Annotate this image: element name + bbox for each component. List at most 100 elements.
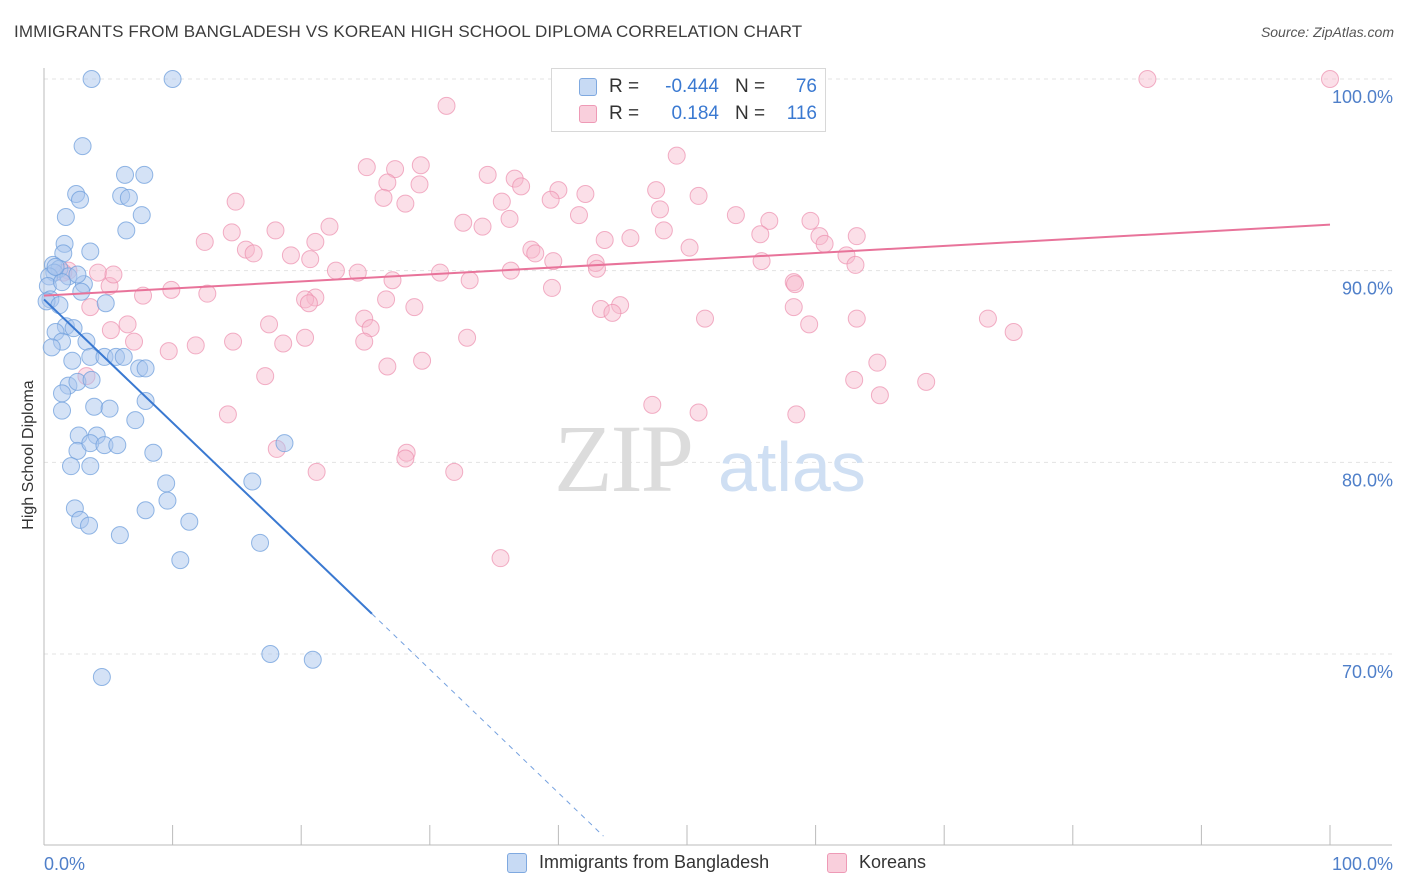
koreans-point [689,186,708,205]
axes [43,68,1392,846]
bangladesh-point [53,273,72,292]
koreans-point [198,284,217,303]
koreans-point [260,315,279,334]
bangladesh-point [136,392,155,410]
koreans-point [603,303,622,322]
koreans-point [654,221,673,240]
watermark-zip: ZIP [554,405,692,512]
source-label: Source: ZipAtlas.com [1260,24,1394,40]
koreans-point [760,211,779,230]
bangladesh-point [108,436,127,455]
tick-labels: 70.0% 80.0% 90.0% 100.0% 0.0% 100.0% [44,87,1393,874]
bangladesh-points [37,70,322,686]
koreans-point [815,234,834,253]
legend-n-label: N = [735,76,766,97]
koreans-point [460,271,479,290]
x-tick-label: 0.0% [44,854,85,874]
koreans-point [89,263,108,282]
bangladesh-point [53,384,72,403]
koreans-point [491,549,510,568]
koreans-point [458,328,477,347]
koreans-point [437,96,456,115]
bangladesh-point [136,501,155,520]
bangladesh-point [132,206,151,225]
koreans-point [847,227,866,246]
koreans-point [549,181,568,200]
koreans-point [411,156,430,175]
legend-item-label: Koreans [859,852,927,872]
koreans-point [650,200,669,219]
koreans-point [505,169,524,188]
koreans-point [218,405,237,424]
koreans-point [847,309,866,328]
legend-item-bangladesh[interactable]: Immigrants from Bangladesh [507,852,769,873]
bangladesh-point [68,265,87,284]
koreans-point [405,298,424,317]
koreans-point [410,175,429,194]
koreans-point [667,146,686,165]
koreans-point [299,294,318,313]
koreans-point [845,370,864,389]
y-tick-label: 80.0% [1342,470,1393,490]
koreans-point [224,332,243,351]
y-tick-label: 100.0% [1332,87,1393,107]
bangladesh-point [100,399,119,418]
bangladesh-trend-line [43,298,373,615]
koreans-point [586,254,605,272]
grid-lines [44,78,1392,655]
series-legend: Immigrants from Bangladesh Koreans [0,852,1406,878]
bangladesh-point [136,359,155,378]
koreans-point [244,244,263,263]
koreans-point [784,298,803,317]
koreans-point [917,372,936,391]
koreans-point [326,261,345,280]
koreans-point [320,217,339,236]
koreans-point [301,250,320,269]
bangladesh-point [62,457,81,476]
bangladesh-point [46,257,65,276]
bangladesh-point [275,434,294,453]
bangladesh-point [53,401,72,420]
legend-r-label: R = [609,103,640,124]
koreans-point [541,190,560,209]
bangladesh-point [71,190,90,209]
koreans-point [100,277,119,295]
koreans-point [587,259,606,278]
bangladesh-point [72,282,91,301]
legend-item-label: Immigrants from Bangladesh [539,852,770,872]
y-tick-label: 70.0% [1342,662,1393,682]
koreans-point [621,229,640,248]
koreans-point [281,246,300,265]
koreans-point [378,357,397,376]
koreans-point [357,158,376,177]
bangladesh-point [119,188,138,207]
koreans-point [296,328,315,347]
legend-swatch-pink [827,852,847,873]
bangladesh-point [158,491,177,510]
koreans-point [801,211,820,230]
koreans-point [500,209,519,228]
legend-item-koreans[interactable]: Koreans [827,852,926,873]
x-tick-label: 100.0% [1332,854,1393,874]
koreans-point [374,188,393,207]
koreans-point [542,278,561,297]
koreans-point [222,223,241,242]
koreans-point [576,185,595,203]
bangladesh-point [171,551,190,570]
bangladesh-point [80,516,99,535]
legend-row-bangladesh: R = -0.444 N = 76 [552,73,817,101]
koreans-point [786,275,805,294]
bangladesh-trend-extension [371,613,604,837]
koreans-point [868,353,887,372]
koreans-point [397,443,416,462]
koreans-point [355,332,374,351]
bangladesh-point [261,645,280,663]
chart-title: IMMIGRANTS FROM BANGLADESH VS KOREAN HIG… [14,22,803,41]
koreans-point [125,332,144,351]
bangladesh-point [303,650,322,669]
koreans-point [870,386,889,405]
koreans-point [1321,70,1339,88]
koreans-point [526,244,545,263]
koreans-point [274,334,293,353]
koreans-point [306,232,325,251]
